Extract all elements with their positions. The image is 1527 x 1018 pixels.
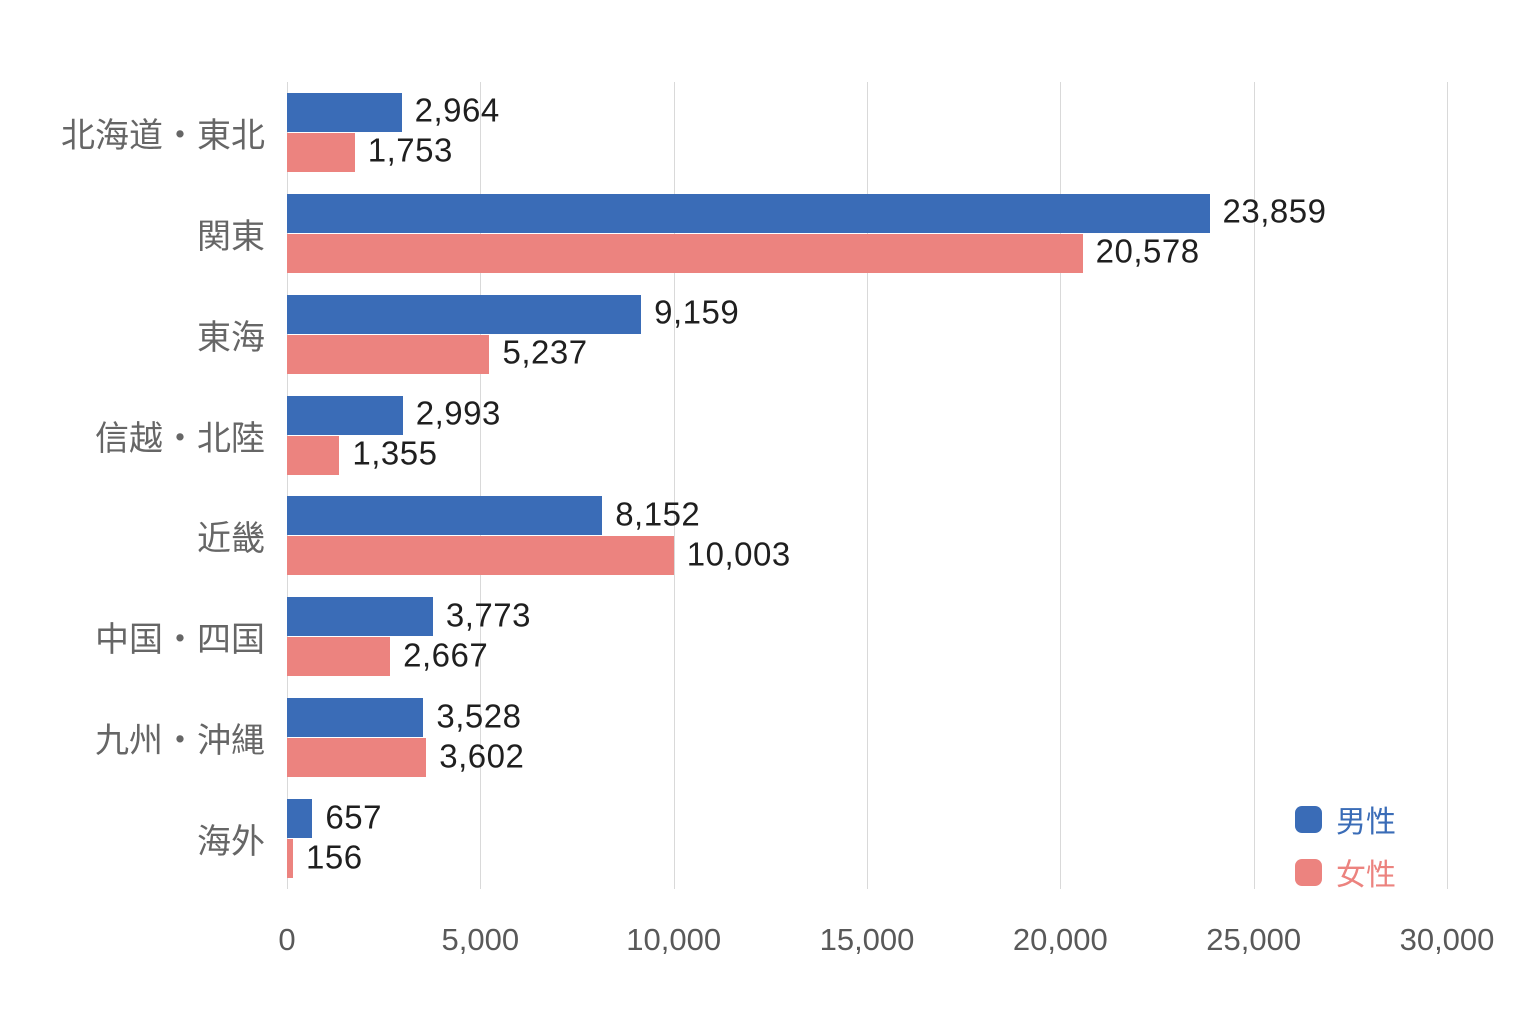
legend-label: 女性 <box>1336 859 1396 892</box>
bar-female <box>287 738 427 778</box>
plot-area: 2,964 1,753 23,859 20,578 9,159 5,237 2,993 1,3… <box>287 82 1448 889</box>
value-label: 9,159 <box>654 293 740 331</box>
value-label: 3,773 <box>445 596 531 634</box>
value-label: 3,528 <box>436 697 522 735</box>
bar-female <box>287 132 355 172</box>
bar-male <box>287 395 403 435</box>
bar-female <box>287 334 490 374</box>
value-label: 10,003 <box>686 535 791 573</box>
value-label: 2,964 <box>414 91 500 129</box>
category-label: 近畿 <box>197 520 265 559</box>
category-label: 東海 <box>197 318 265 357</box>
x-tick-label: 0 <box>278 922 296 957</box>
category-label: 海外 <box>197 823 265 862</box>
value-label: 1,753 <box>367 131 453 169</box>
category-label: 北海道・東北 <box>61 116 265 155</box>
x-tick-label: 20,000 <box>1012 922 1108 957</box>
gridline <box>1253 82 1255 889</box>
legend-swatch-female-icon <box>1295 858 1322 886</box>
x-tick-label: 10,000 <box>626 922 722 957</box>
bar-female <box>287 637 391 677</box>
bar-female <box>287 435 340 475</box>
bar-female <box>287 536 674 576</box>
bar-male <box>287 597 433 637</box>
gridline <box>867 82 868 889</box>
value-label: 3,602 <box>439 737 525 775</box>
legend: 男性 女性 <box>1295 797 1396 894</box>
category-label: 関東 <box>197 217 265 256</box>
value-label: 8,152 <box>615 495 701 533</box>
value-label: 657 <box>325 798 382 836</box>
value-label: 156 <box>306 838 363 876</box>
value-label: 2,667 <box>403 636 489 674</box>
category-label: 九州・沖縄 <box>95 722 265 761</box>
bar-male <box>287 92 402 132</box>
gridline <box>287 82 288 889</box>
bar-male <box>287 799 313 839</box>
bar-female <box>287 839 294 879</box>
bar-male <box>287 698 424 738</box>
bar-female <box>287 233 1083 273</box>
bar-male <box>287 496 603 536</box>
x-tick-label: 15,000 <box>819 922 915 957</box>
legend-item-female: 女性 <box>1295 850 1396 894</box>
x-tick-label: 25,000 <box>1206 922 1302 957</box>
legend-label: 男性 <box>1336 806 1396 839</box>
value-label: 23,859 <box>1222 192 1327 230</box>
legend-item-male: 男性 <box>1295 797 1396 841</box>
value-label: 1,355 <box>352 434 438 472</box>
gridline <box>1447 82 1448 889</box>
bar-male <box>287 294 642 334</box>
value-label: 2,993 <box>415 394 501 432</box>
category-label: 中国・四国 <box>95 621 265 660</box>
value-label: 5,237 <box>502 333 588 371</box>
gridline <box>673 82 675 889</box>
category-label: 信越・北陸 <box>95 419 265 458</box>
x-tick-label: 30,000 <box>1399 922 1495 957</box>
legend-swatch-male-icon <box>1295 805 1322 833</box>
bar-male <box>287 193 1210 233</box>
gridline <box>480 82 482 889</box>
x-tick-label: 5,000 <box>441 922 520 957</box>
value-label: 20,578 <box>1095 232 1200 270</box>
gridline <box>1060 82 1062 889</box>
